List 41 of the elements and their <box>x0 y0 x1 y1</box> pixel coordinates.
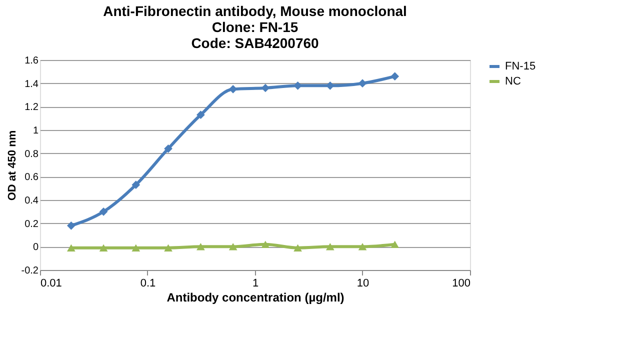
y-tick-label: 0.6 <box>24 172 39 184</box>
point <box>390 240 400 248</box>
point <box>228 243 238 250</box>
point <box>294 81 302 90</box>
x-tick-label: 10 <box>356 278 370 290</box>
text: Code: SAB4200760 <box>191 35 319 51</box>
point <box>196 110 205 120</box>
point <box>164 244 172 252</box>
legend-label: NC <box>505 76 521 88</box>
x-tick-label: 0.01 <box>40 278 62 290</box>
y-tick-label: 0 <box>32 242 39 254</box>
point <box>99 207 108 216</box>
point <box>390 72 400 81</box>
point <box>358 243 367 250</box>
point <box>66 244 76 252</box>
point <box>196 243 205 250</box>
point <box>358 79 367 88</box>
point <box>294 244 302 252</box>
point <box>326 243 334 250</box>
y-tick-label: 1.4 <box>24 78 39 90</box>
point <box>132 244 140 252</box>
legend-label: FN-15 <box>505 60 536 72</box>
point <box>164 144 172 153</box>
y-tick-label: 0.8 <box>24 148 39 160</box>
point <box>132 180 140 190</box>
y-tick-label: 1.6 <box>24 56 39 66</box>
y-axis-title: OD at 450 nm <box>6 130 18 201</box>
y-tick-label: 0.4 <box>24 196 39 206</box>
x-tick-label: 100 <box>452 278 470 290</box>
x-tick-label: 1 <box>252 278 259 290</box>
point <box>99 244 108 252</box>
point <box>261 240 270 248</box>
y-tick-label: 0.2 <box>24 218 39 230</box>
text: Anti-Fibronectin antibody, Mouse monoclonal <box>103 3 407 19</box>
y-tick-label: 1.2 <box>24 102 39 114</box>
y-tick-label: -0.2 <box>21 266 39 276</box>
x-tick-label: 0.1 <box>140 278 156 290</box>
point <box>66 221 76 230</box>
text: Clone: FN-15 <box>212 19 298 35</box>
x-axis-title: Antibody concentration (µg/ml) <box>166 290 344 304</box>
y-tick-label: 1 <box>32 126 39 136</box>
